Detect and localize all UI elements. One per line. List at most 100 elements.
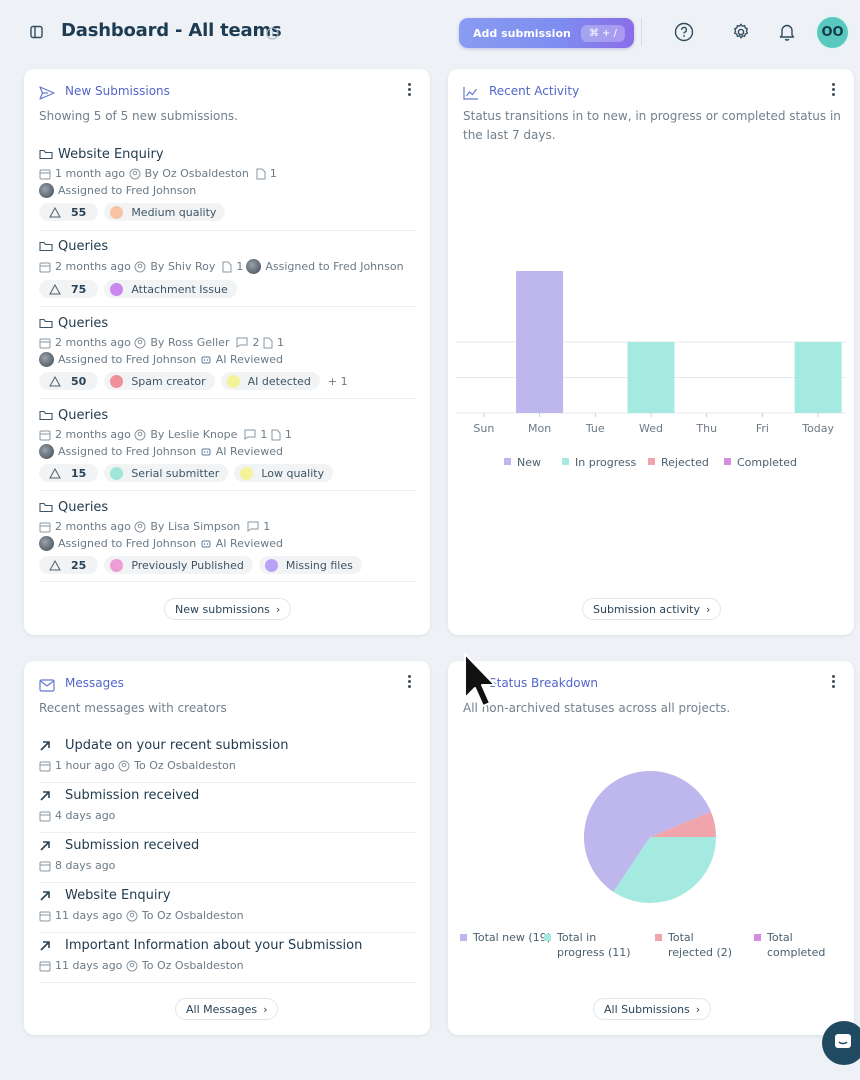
- assignee-avatar: [39, 444, 54, 459]
- legend-swatch: [648, 458, 655, 465]
- user-avatar[interactable]: OO: [817, 17, 848, 48]
- arrow-up-right-icon: [40, 890, 50, 901]
- top-bar: Dashboard - All teams Add submission ⌘ +…: [0, 0, 860, 64]
- message-recipient: To Oz Osbaldeston: [134, 759, 236, 772]
- message-recipient: To Oz Osbaldeston: [141, 959, 244, 972]
- folder-icon: [39, 502, 53, 513]
- bar-in-progress[interactable]: [794, 342, 842, 413]
- comment-count: 1: [263, 520, 271, 533]
- chat-launcher[interactable]: [822, 1021, 860, 1065]
- user-icon: [126, 960, 138, 971]
- message-item[interactable]: Submission received 8 days ago: [39, 837, 417, 883]
- calendar-icon: [39, 338, 51, 348]
- legend-swatch: [562, 458, 569, 465]
- card-title[interactable]: New Submissions: [65, 84, 170, 98]
- user-icon: [134, 521, 146, 532]
- card-title[interactable]: Recent Activity: [489, 84, 580, 98]
- new-submissions-card: New Submissions Showing 5 of 5 new submi…: [24, 69, 430, 635]
- info-icon[interactable]: [266, 25, 280, 40]
- comment-icon: [247, 521, 259, 532]
- file-icon: [271, 429, 281, 440]
- pie-slice-2[interactable]: [650, 811, 716, 837]
- submission-activity-link[interactable]: Submission activity ›: [582, 598, 722, 620]
- bell-icon[interactable]: [776, 21, 798, 43]
- new-submissions-link[interactable]: New submissions ›: [164, 598, 292, 620]
- message-item[interactable]: Update on your recent submission 1 hour …: [39, 737, 417, 783]
- ai-reviewed-label: AI Reviewed: [215, 353, 283, 366]
- tag-chip[interactable]: AI detected: [220, 372, 320, 390]
- calendar-icon: [39, 811, 51, 821]
- folder-icon: [39, 318, 53, 329]
- file-count: 1: [276, 336, 284, 349]
- card-title[interactable]: Status Breakdown: [489, 676, 599, 690]
- help-icon[interactable]: [673, 21, 695, 43]
- legend-label: In progress: [575, 456, 636, 469]
- gear-icon[interactable]: [730, 21, 752, 43]
- score-badge: 55: [39, 203, 99, 221]
- tag-chip[interactable]: Low quality: [234, 464, 334, 482]
- add-submission-label: Add submission: [473, 26, 571, 40]
- header-divider: [641, 18, 642, 46]
- file-count: 1: [236, 260, 244, 273]
- add-submission-button[interactable]: Add submission ⌘ + /: [459, 18, 634, 48]
- warning-icon: [49, 559, 61, 570]
- comment-count: 2: [252, 336, 260, 349]
- x-tick-label: Thu: [695, 422, 717, 435]
- card-subtitle: All non-archived statuses across all pro…: [463, 701, 731, 715]
- message-item[interactable]: Submission received 4 days ago: [39, 787, 417, 833]
- submission-author: By Shiv Roy: [150, 260, 216, 273]
- legend-label: Completed: [737, 456, 797, 469]
- message-item[interactable]: Important Information about your Submiss…: [39, 937, 417, 983]
- folder-icon: [39, 149, 53, 160]
- x-tick-label: Today: [801, 422, 834, 435]
- pie-slice-1[interactable]: [613, 837, 716, 903]
- more-tags-count[interactable]: + 1: [327, 374, 348, 388]
- submission-item[interactable]: Queries 2 months ago By Shiv Roy 1 Assig…: [39, 237, 417, 307]
- tag-chip[interactable]: Previously Published: [104, 556, 253, 574]
- tag-chip[interactable]: Attachment Issue: [104, 280, 237, 298]
- message-recipient: To Oz Osbaldeston: [141, 909, 244, 922]
- message-item[interactable]: Website Enquiry 11 days ago To Oz Osbald…: [39, 887, 417, 933]
- file-count: 1: [269, 167, 277, 180]
- message-time: 11 days ago: [55, 909, 123, 922]
- submission-item[interactable]: Website Enquiry 1 month ago By Oz Osbald…: [39, 145, 417, 231]
- submission-item[interactable]: Queries 2 months ago By Ross Geller 2 1 …: [39, 314, 417, 399]
- x-tick-label: Tue: [585, 422, 605, 435]
- more-options-icon[interactable]: [406, 83, 412, 99]
- tag-chip[interactable]: Serial submitter: [104, 464, 229, 482]
- submission-time: 2 months ago: [55, 260, 131, 273]
- calendar-icon: [39, 262, 51, 272]
- submission-title: Queries: [58, 500, 109, 515]
- more-options-icon[interactable]: [406, 675, 412, 691]
- pie-slice-0[interactable]: [584, 771, 711, 892]
- submission-author: By Ross Geller: [150, 336, 230, 349]
- submission-item[interactable]: Queries 2 months ago By Lisa Simpson 1 A…: [39, 498, 417, 582]
- sidebar-toggle-icon[interactable]: [30, 24, 46, 40]
- message-time: 4 days ago: [55, 809, 116, 822]
- messages-card: Messages Recent messages with creators U…: [24, 661, 430, 1035]
- warning-icon: [49, 283, 61, 294]
- user-icon: [134, 429, 146, 440]
- tag-chip[interactable]: Spam creator: [104, 372, 215, 390]
- tag-chip[interactable]: Medium quality: [104, 203, 226, 221]
- chevron-right-icon: ›: [705, 602, 711, 616]
- comment-icon: [236, 337, 248, 348]
- more-options-icon[interactable]: [830, 675, 836, 691]
- all-submissions-link[interactable]: All Submissions ›: [593, 998, 712, 1020]
- submission-item[interactable]: Queries 2 months ago By Leslie Knope 1 1…: [39, 406, 417, 491]
- send-icon: [39, 85, 55, 100]
- folder-icon: [39, 410, 53, 421]
- chat-icon: [835, 1034, 851, 1048]
- more-options-icon[interactable]: [830, 83, 836, 99]
- all-messages-link[interactable]: All Messages ›: [175, 998, 279, 1020]
- folder-icon: [39, 241, 53, 252]
- message-title: Important Information about your Submiss…: [65, 938, 363, 953]
- chevron-right-icon: ›: [263, 1002, 268, 1016]
- bar-in-progress[interactable]: [627, 342, 675, 413]
- submission-author: By Leslie Knope: [150, 428, 238, 441]
- bar-new[interactable]: [516, 271, 564, 413]
- tag-chip[interactable]: Missing files: [258, 556, 362, 574]
- card-title[interactable]: Messages: [65, 676, 124, 690]
- calendar-icon: [39, 169, 51, 179]
- calendar-icon: [39, 861, 51, 871]
